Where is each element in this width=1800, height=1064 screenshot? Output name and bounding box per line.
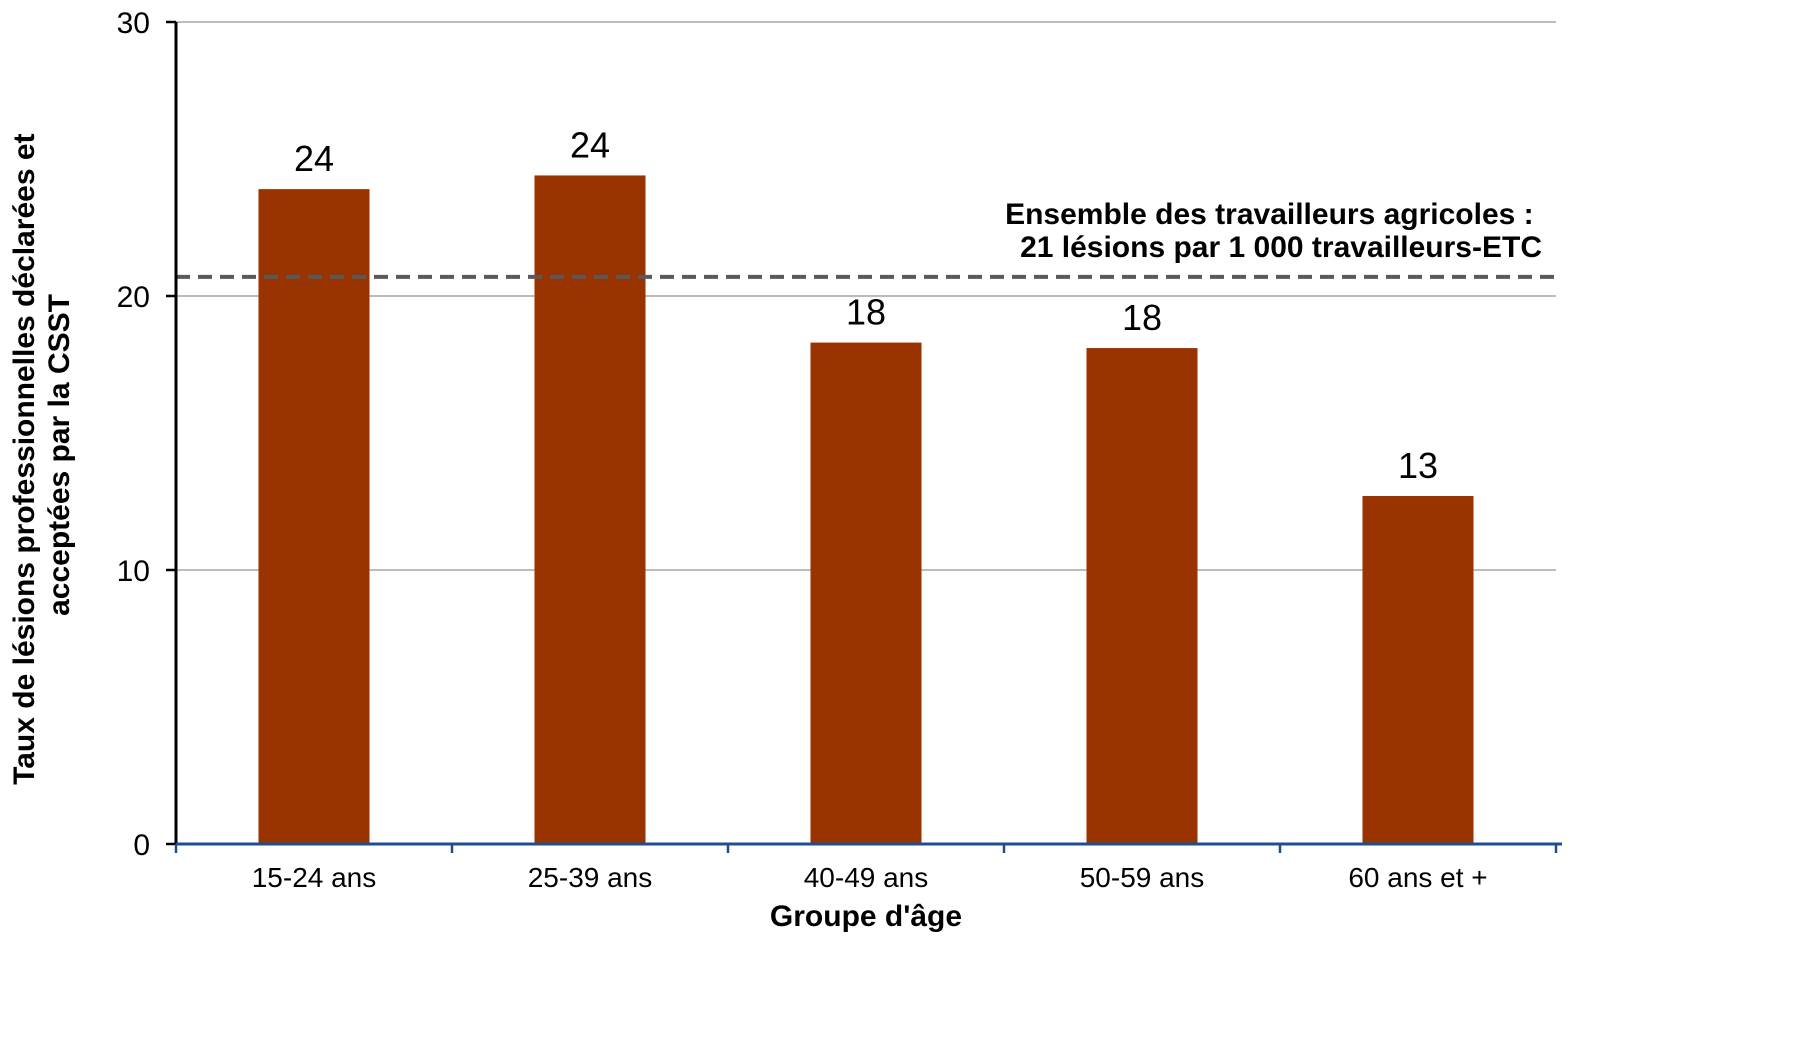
y-tick-label-0: 0 [133, 829, 150, 862]
y-axis-title: Taux de lésions professionnelles déclaré… [8, 125, 76, 785]
reference-annotation: Ensemble des travailleurs agricoles : 21… [1005, 198, 1542, 264]
y-axis-title-line-1: Taux de lésions professionnelles déclaré… [8, 133, 41, 784]
axes [174, 22, 1562, 846]
reference-line-group: Ensemble des travailleurs agricoles : 21… [176, 198, 1556, 279]
data-label-4: 13 [1398, 445, 1438, 486]
data-label-3: 18 [1122, 297, 1162, 338]
data-label-2: 18 [846, 292, 886, 333]
bars [258, 175, 1474, 844]
y-tick-label-1: 10 [117, 555, 150, 588]
reference-annotation-line-1: Ensemble des travailleurs agricoles : [1005, 198, 1534, 231]
bar-3 [1086, 348, 1198, 844]
category-label-1: 25-39 ans [528, 862, 653, 893]
data-label-1: 24 [570, 124, 610, 165]
data-label-0: 24 [294, 138, 334, 179]
x-axis-title: Groupe d'âge [770, 900, 962, 933]
reference-annotation-line-2: 21 lésions par 1 000 travailleurs-ETC [1020, 231, 1542, 264]
bar-0 [258, 189, 370, 844]
category-label-4: 60 ans et + [1348, 862, 1487, 893]
y-axis-title-line-2: acceptées par la CSST [43, 294, 76, 616]
category-label-0: 15-24 ans [252, 862, 377, 893]
y-tick-label-2: 20 [117, 281, 150, 314]
bar-2 [810, 342, 922, 844]
bar-1 [534, 175, 646, 844]
labels: 24 24 18 18 13 0 10 20 30 15-24 ans 25-39 ans 40-49… [117, 7, 1488, 893]
axis-ticks [166, 20, 1558, 853]
y-tick-label-3: 30 [117, 7, 150, 40]
category-label-3: 50-59 ans [1080, 862, 1205, 893]
category-label-2: 40-49 ans [804, 862, 929, 893]
bar-4 [1362, 496, 1474, 844]
